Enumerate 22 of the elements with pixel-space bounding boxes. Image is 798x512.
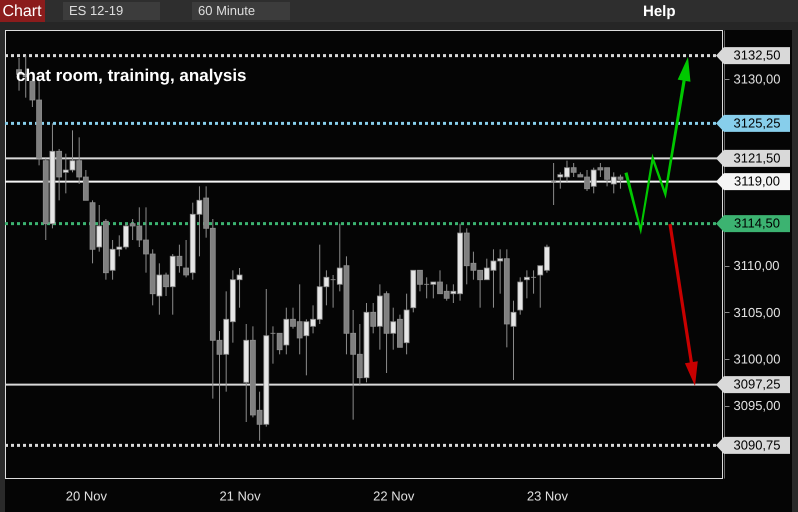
ref-line-label: 3119,00: [734, 174, 780, 189]
x-tick-label: 22 Nov: [373, 488, 415, 504]
ref-line-label: 3121,50: [734, 150, 780, 166]
text: chat room, training, analysis: [16, 66, 247, 85]
ref-line-label: 3132,50: [734, 48, 780, 63]
y-tick-label: 3130,00: [734, 72, 780, 86]
ref-line-label: 3097,25: [734, 376, 780, 392]
x-tick-label: 23 Nov: [526, 488, 569, 504]
x-tick-label: 20 Nov: [66, 488, 108, 504]
x-tick-label: 21 Nov: [219, 488, 262, 504]
candlestick: [550, 162, 557, 206]
text: ES 12-19: [69, 3, 124, 18]
y-tick-label: 3110,00: [734, 258, 780, 274]
ref-line-label: 3125,25: [734, 115, 780, 130]
ref-line-label: 3090,75: [734, 437, 780, 452]
y-tick-label: 3100,00: [734, 352, 780, 366]
text: Help: [643, 3, 676, 20]
ref-line-label: 3114,50: [734, 216, 780, 231]
y-tick-label: 3095,00: [734, 398, 780, 414]
text: Chart: [2, 3, 42, 20]
y-tick-label: 3105,00: [734, 304, 780, 320]
text: 60 Minute: [198, 3, 256, 18]
